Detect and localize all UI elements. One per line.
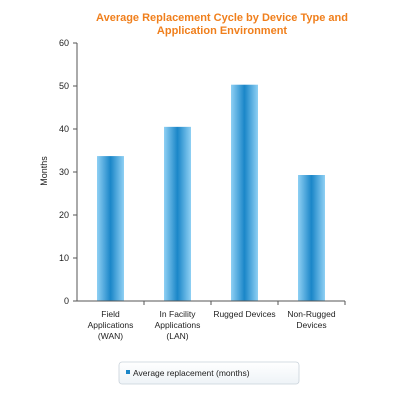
- chart-title-line-2: Application Environment: [157, 25, 288, 37]
- y-tick-label: 40: [59, 124, 69, 134]
- x-tick-label: (LAN): [166, 331, 188, 341]
- legend-label: Average replacement (months): [133, 368, 250, 378]
- y-tick-label: 60: [59, 38, 69, 48]
- x-tick-label: Applications: [155, 320, 201, 330]
- y-tick-label: 10: [59, 253, 69, 263]
- legend-swatch: [126, 370, 130, 374]
- x-tick-label: Field: [101, 309, 120, 319]
- bar: [231, 84, 258, 302]
- bar: [298, 175, 325, 301]
- y-axis-label: Months: [39, 156, 49, 186]
- x-tick-label: (WAN): [98, 331, 123, 341]
- bar: [164, 126, 191, 301]
- bar: [97, 156, 124, 301]
- y-tick-label: 30: [59, 167, 69, 177]
- x-tick-label: Applications: [88, 320, 134, 330]
- y-tick-label: 0: [64, 296, 69, 306]
- chart-title-line-1: Average Replacement Cycle by Device Type…: [96, 12, 348, 24]
- x-tick-label: Non-Rugged: [287, 309, 335, 319]
- x-tick-label: Devices: [296, 320, 326, 330]
- x-tick-label: Rugged Devices: [213, 309, 275, 319]
- legend-box: [118, 361, 300, 385]
- y-tick-label: 50: [59, 81, 69, 91]
- y-tick-label: 20: [59, 210, 69, 220]
- x-tick-label: In Facility: [160, 309, 197, 319]
- legend: Average replacement (months): [118, 361, 300, 385]
